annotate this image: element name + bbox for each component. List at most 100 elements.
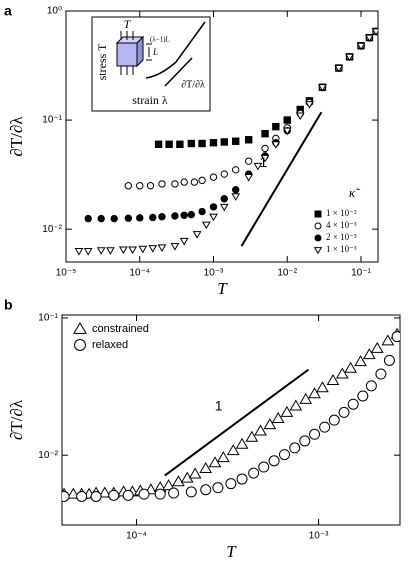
point — [289, 399, 303, 411]
point — [232, 137, 240, 145]
x-tick-label: 10⁻¹ — [351, 268, 371, 279]
legend-label: constrained — [92, 323, 149, 335]
point — [254, 424, 267, 436]
legend-marker — [74, 339, 86, 351]
inset: T (λ−1)L L stress T strain λ ∂T/∂λ — [91, 16, 211, 112]
point — [357, 390, 369, 402]
inset-curve — [145, 21, 206, 79]
point — [180, 178, 188, 186]
inset-force: T — [124, 17, 132, 31]
point — [148, 245, 158, 253]
point — [283, 116, 291, 124]
point — [261, 130, 269, 138]
point — [261, 144, 269, 153]
point — [299, 435, 311, 447]
point — [209, 213, 218, 222]
panel-label: b — [4, 297, 13, 313]
point — [158, 180, 166, 188]
x-axis-label: T — [226, 542, 237, 561]
point — [98, 486, 112, 498]
y-tick-label: 10⁰ — [47, 6, 62, 17]
point — [220, 138, 228, 146]
point — [154, 488, 166, 500]
point — [162, 479, 175, 491]
point — [231, 193, 241, 201]
slope-label: 1 — [260, 154, 268, 170]
point — [371, 28, 378, 36]
point — [124, 182, 133, 190]
inset-xlabel: strain λ — [132, 93, 168, 107]
y-axis-label: ∂T/∂λ — [7, 116, 26, 157]
inset-slope: ∂T/∂λ — [181, 79, 205, 90]
point — [280, 405, 294, 417]
x-tick-label: 10⁻⁴ — [126, 531, 147, 542]
point — [305, 101, 314, 109]
legend-marker — [314, 222, 322, 230]
point — [188, 467, 202, 479]
point — [171, 212, 179, 220]
point — [344, 361, 358, 373]
point — [334, 64, 344, 73]
point — [176, 140, 184, 148]
x-axis-label: T — [217, 279, 228, 298]
point — [282, 127, 292, 136]
point — [209, 173, 218, 181]
point — [268, 455, 280, 467]
point — [299, 392, 313, 404]
point — [108, 489, 120, 501]
point — [391, 331, 400, 343]
point — [263, 418, 277, 430]
point — [248, 467, 260, 479]
point — [309, 428, 321, 440]
legend-label: 2 × 10⁻³ — [326, 232, 357, 242]
point — [128, 246, 137, 255]
point — [83, 247, 93, 256]
point — [201, 221, 211, 230]
point — [220, 195, 228, 203]
point — [154, 140, 163, 148]
x-tick-label: 10⁻³ — [204, 268, 224, 279]
point — [319, 421, 331, 433]
point — [66, 487, 80, 499]
panel-label: a — [4, 3, 12, 19]
point — [326, 373, 340, 385]
inset-ylabel: stress T — [95, 43, 109, 80]
point — [370, 341, 384, 353]
point — [106, 247, 115, 255]
point — [335, 367, 349, 379]
point — [365, 380, 377, 392]
inset-tangent — [164, 57, 193, 87]
point — [187, 139, 196, 148]
point — [158, 213, 166, 221]
point — [232, 186, 240, 194]
point — [347, 398, 359, 410]
legend-marker — [313, 247, 323, 255]
point — [146, 182, 155, 190]
slope-label: 1 — [215, 397, 223, 413]
point — [165, 140, 173, 148]
point — [245, 430, 259, 442]
point — [225, 478, 237, 490]
point — [192, 231, 202, 239]
point — [308, 387, 321, 399]
point — [316, 381, 329, 393]
x-tick-label: 10⁻⁴ — [129, 268, 150, 279]
point — [199, 461, 213, 473]
y-tick-label: 10⁻² — [42, 224, 62, 235]
inset-box — [91, 16, 211, 112]
point — [198, 207, 206, 216]
point — [272, 122, 280, 131]
inset-length: L — [152, 47, 158, 57]
legend-label: 1 × 10⁻³ — [326, 244, 357, 254]
point — [338, 406, 350, 418]
legend-marker — [314, 234, 322, 242]
point — [84, 214, 92, 223]
point — [185, 486, 197, 498]
point — [136, 214, 144, 222]
point — [345, 53, 354, 62]
point — [136, 182, 144, 190]
point — [318, 84, 327, 92]
point — [381, 334, 395, 346]
legend-marker — [314, 210, 322, 218]
